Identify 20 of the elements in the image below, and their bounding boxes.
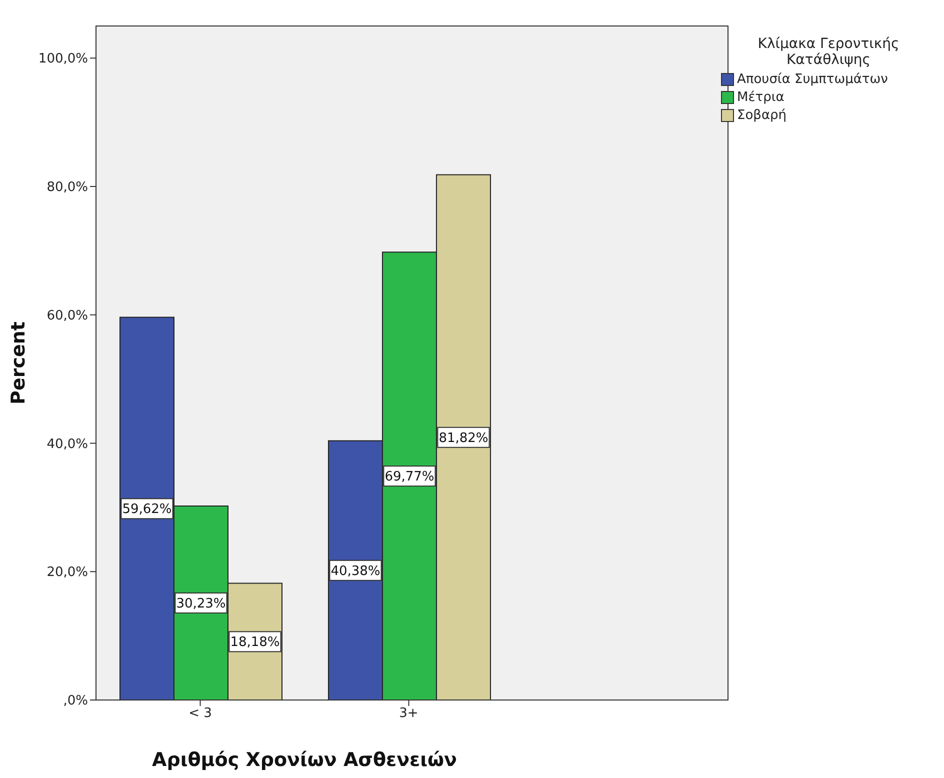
data-label: 30,23% — [176, 596, 226, 612]
y-tick-label: ,0% — [63, 694, 88, 709]
data-label: 69,77% — [384, 470, 434, 485]
legend-label: Απουσία Συμπτωμάτων — [737, 72, 888, 86]
y-tick-label: 100,0% — [38, 52, 88, 67]
legend-label: Σοβαρή — [737, 108, 787, 122]
y-tick-label: 40,0% — [46, 436, 88, 452]
y-tick-label: 80,0% — [46, 180, 88, 196]
legend-title: Κλίμακα Γεροντικής Κατάθλιψης — [756, 36, 900, 68]
x-tick-label: < 3 — [188, 706, 212, 722]
x-axis-title: Αριθμός Χρονίων Ασθενειών — [152, 749, 458, 771]
y-axis-title: Percent — [8, 322, 30, 404]
data-label: 81,82% — [438, 430, 488, 446]
legend-label: Μέτρια — [737, 90, 784, 104]
y-tick-label: 20,0% — [46, 565, 88, 580]
data-label: 18,18% — [230, 635, 280, 650]
data-label: 59,62% — [122, 502, 172, 518]
x-tick-label: 3+ — [399, 706, 418, 722]
y-tick-label: 60,0% — [46, 308, 88, 324]
data-label: 40,38% — [330, 564, 380, 579]
